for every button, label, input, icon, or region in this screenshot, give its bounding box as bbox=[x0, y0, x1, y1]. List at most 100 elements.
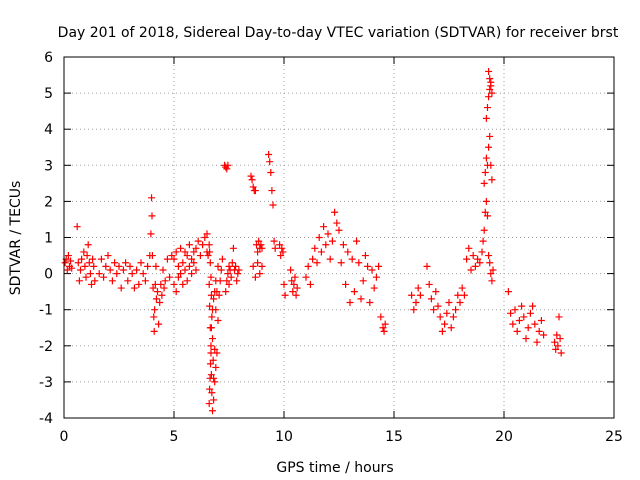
data-point bbox=[126, 262, 134, 270]
data-point bbox=[223, 277, 231, 285]
data-point bbox=[476, 259, 484, 267]
data-point bbox=[379, 324, 387, 332]
data-point bbox=[309, 255, 317, 263]
data-point bbox=[276, 241, 284, 249]
data-point bbox=[97, 255, 105, 263]
data-point bbox=[148, 194, 156, 202]
data-point bbox=[206, 302, 214, 310]
data-point bbox=[265, 150, 273, 158]
data-point bbox=[480, 226, 488, 234]
data-point bbox=[192, 244, 200, 252]
y-tick-label: -4 bbox=[39, 411, 53, 427]
data-point bbox=[427, 295, 435, 303]
data-point bbox=[247, 172, 255, 180]
data-point bbox=[485, 93, 493, 101]
data-point bbox=[531, 320, 539, 328]
data-point bbox=[192, 266, 200, 274]
data-point bbox=[257, 241, 265, 249]
data-point bbox=[518, 302, 526, 310]
data-point bbox=[554, 342, 562, 350]
data-point bbox=[478, 248, 486, 256]
data-point bbox=[485, 67, 493, 75]
data-point bbox=[207, 360, 215, 368]
data-point bbox=[251, 187, 259, 195]
data-point bbox=[436, 313, 444, 321]
data-point bbox=[266, 158, 274, 166]
data-point bbox=[205, 280, 213, 288]
data-point bbox=[291, 273, 299, 281]
data-point bbox=[350, 288, 358, 296]
data-point bbox=[185, 241, 193, 249]
data-point bbox=[90, 262, 98, 270]
data-point bbox=[515, 317, 523, 325]
data-point bbox=[229, 244, 237, 252]
data-point bbox=[77, 266, 84, 274]
x-tick-label: 25 bbox=[605, 429, 623, 445]
data-point bbox=[158, 291, 166, 299]
data-point bbox=[482, 197, 490, 205]
data-point bbox=[106, 266, 114, 274]
data-point bbox=[248, 176, 256, 184]
data-point bbox=[224, 270, 232, 278]
y-tick-label: 5 bbox=[44, 86, 53, 102]
data-point bbox=[328, 237, 336, 245]
data-point bbox=[552, 345, 560, 353]
data-point bbox=[322, 241, 330, 249]
grid-lines bbox=[64, 57, 614, 418]
data-point bbox=[488, 89, 496, 97]
data-point bbox=[149, 284, 157, 292]
data-point bbox=[485, 143, 493, 151]
data-point bbox=[482, 154, 490, 162]
data-point bbox=[278, 244, 286, 252]
data-point bbox=[311, 244, 319, 252]
data-point bbox=[224, 161, 232, 169]
data-point bbox=[113, 270, 121, 278]
data-point bbox=[342, 280, 350, 288]
data-point bbox=[507, 309, 515, 317]
data-point bbox=[213, 349, 221, 357]
data-point bbox=[207, 349, 215, 357]
data-point bbox=[486, 75, 494, 83]
data-point bbox=[557, 349, 565, 357]
data-point bbox=[156, 298, 164, 306]
data-point bbox=[304, 262, 312, 270]
data-point bbox=[119, 266, 127, 274]
data-point bbox=[344, 248, 352, 256]
data-point bbox=[267, 169, 275, 177]
data-point bbox=[486, 85, 494, 93]
data-point bbox=[210, 374, 218, 382]
data-point bbox=[357, 295, 365, 303]
data-point bbox=[529, 302, 537, 310]
data-point bbox=[137, 259, 145, 267]
y-tick-label: -2 bbox=[39, 339, 53, 355]
data-point bbox=[102, 262, 110, 270]
data-point bbox=[474, 255, 482, 263]
data-point bbox=[199, 241, 207, 249]
data-point bbox=[170, 280, 178, 288]
data-point bbox=[174, 273, 182, 281]
data-point bbox=[135, 280, 143, 288]
x-tick-label: 5 bbox=[170, 429, 179, 445]
data-point bbox=[540, 331, 548, 339]
x-axis-label: GPS time / hours bbox=[276, 460, 393, 476]
data-point bbox=[207, 371, 215, 379]
data-point bbox=[331, 208, 339, 216]
data-point bbox=[447, 324, 455, 332]
data-point bbox=[122, 259, 130, 267]
data-point bbox=[100, 273, 108, 281]
y-tick-label: 4 bbox=[44, 122, 53, 138]
data-point bbox=[414, 284, 422, 292]
data-point bbox=[484, 212, 491, 220]
data-point bbox=[249, 183, 257, 191]
data-point bbox=[449, 313, 457, 321]
data-point bbox=[460, 291, 468, 299]
data-point bbox=[159, 266, 167, 274]
data-point bbox=[504, 288, 512, 296]
data-point bbox=[313, 259, 321, 267]
data-point bbox=[214, 317, 222, 325]
data-point bbox=[83, 252, 91, 260]
data-point bbox=[183, 277, 191, 285]
data-point bbox=[141, 277, 149, 285]
data-point bbox=[157, 280, 165, 288]
